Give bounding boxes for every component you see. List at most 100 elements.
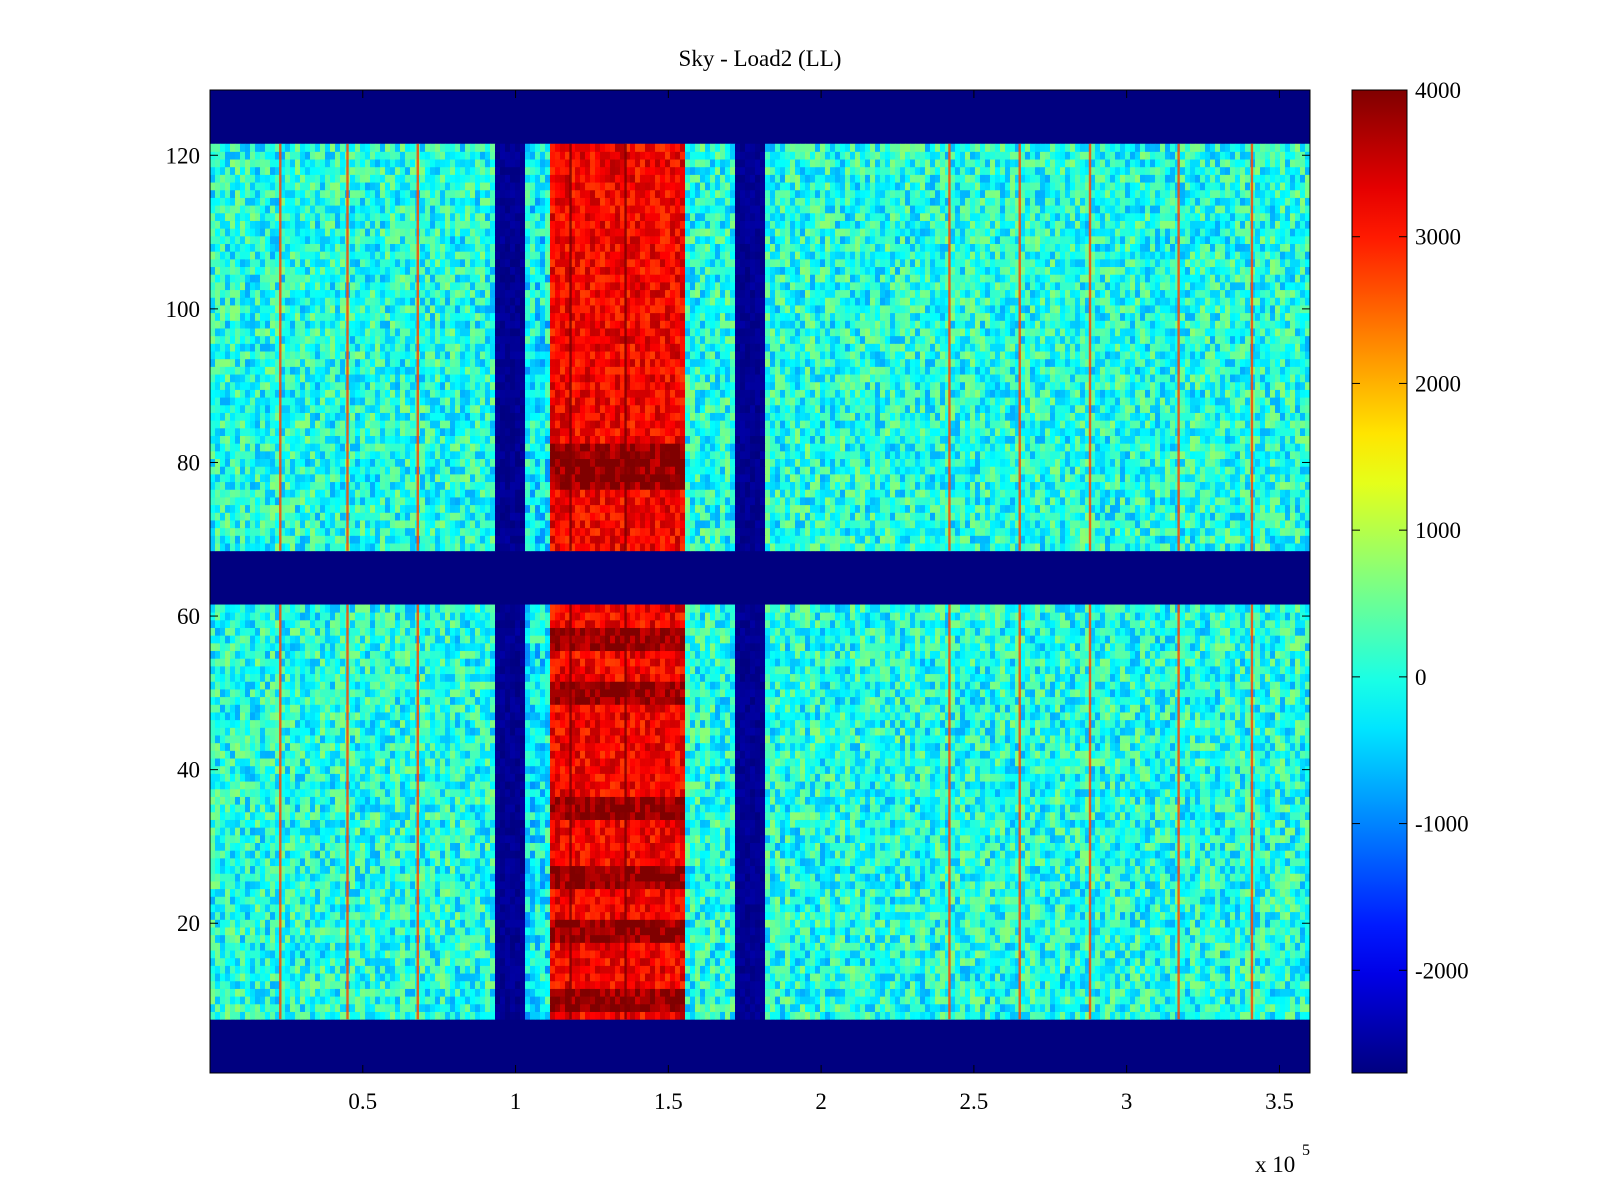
heatmap-cell xyxy=(590,865,596,874)
heatmap-cell xyxy=(525,857,531,867)
heatmap-cell xyxy=(375,957,381,966)
heatmap-cell xyxy=(410,973,416,982)
heatmap-cell xyxy=(420,942,426,951)
heatmap-cell xyxy=(300,996,306,1005)
heatmap-cell xyxy=(970,950,976,959)
heatmap-cell xyxy=(215,934,221,943)
heatmap-cell xyxy=(570,911,576,920)
heatmap-cell xyxy=(1000,996,1006,1005)
heatmap-cell xyxy=(540,857,546,867)
heatmap-cell xyxy=(955,850,961,859)
heatmap-cell xyxy=(930,965,936,974)
heatmap-cell xyxy=(1260,980,1266,989)
heatmap-cell xyxy=(825,996,831,1005)
heatmap-cell xyxy=(1105,881,1111,890)
heatmap-cell xyxy=(1195,965,1201,974)
heatmap-cell xyxy=(240,911,246,920)
heatmap-cell xyxy=(465,950,471,959)
heatmap-cell xyxy=(1265,911,1271,920)
heatmap-cell xyxy=(1275,857,1281,867)
heatmap-cell xyxy=(1305,888,1311,897)
heatmap-cell xyxy=(770,865,776,874)
heatmap-cell xyxy=(255,881,261,890)
heatmap-cell xyxy=(335,934,341,943)
heatmap-cell xyxy=(245,942,251,951)
heatmap-cell xyxy=(640,904,646,913)
heatmap-cell xyxy=(1155,888,1161,897)
heatmap-cell xyxy=(1295,873,1301,882)
heatmap-cell xyxy=(1270,950,1276,959)
heatmap-cell xyxy=(360,865,366,874)
heatmap-cell xyxy=(1290,942,1296,951)
heatmap-cell xyxy=(580,857,586,867)
heatmap-cell xyxy=(1025,865,1031,874)
heatmap-cell xyxy=(1005,1011,1011,1020)
heatmap-cell xyxy=(410,980,416,989)
heatmap-cell xyxy=(910,881,916,890)
heatmap-cell xyxy=(725,942,731,951)
heatmap-cell xyxy=(900,842,906,851)
heatmap-cell xyxy=(730,934,736,943)
heatmap-cell xyxy=(870,942,876,951)
heatmap-cell xyxy=(1125,942,1131,951)
heatmap-cell xyxy=(1285,996,1291,1005)
heatmap-cell xyxy=(1290,980,1296,989)
heatmap-cell xyxy=(660,919,666,928)
heatmap-cell xyxy=(1015,950,1021,959)
heatmap-cell xyxy=(970,934,976,943)
heatmap-cell xyxy=(1150,881,1156,890)
heatmap-cell xyxy=(740,988,746,997)
heatmap-cell xyxy=(390,980,396,989)
heatmap-cell xyxy=(360,973,366,982)
heatmap-cell xyxy=(670,927,676,936)
heatmap-cell xyxy=(1280,965,1286,974)
heatmap-cell xyxy=(985,873,991,882)
heatmap-cell xyxy=(715,996,721,1005)
heatmap-cell xyxy=(705,934,711,943)
heatmap-cell xyxy=(450,942,456,951)
heatmap-cell xyxy=(405,1011,411,1020)
heatmap-cell xyxy=(685,919,691,928)
heatmap-cell xyxy=(765,988,771,997)
heatmap-cell xyxy=(295,888,301,897)
heatmap-cell xyxy=(385,927,391,936)
heatmap-cell xyxy=(750,873,756,882)
heatmap-cell xyxy=(535,904,541,913)
heatmap-cell xyxy=(1305,1011,1311,1020)
heatmap-cell xyxy=(720,973,726,982)
heatmap-cell xyxy=(905,988,911,997)
heatmap-cell xyxy=(815,965,821,974)
heatmap-cell xyxy=(555,957,561,966)
heatmap-cell xyxy=(795,904,801,913)
heatmap-cell xyxy=(385,980,391,989)
heatmap-cell xyxy=(735,911,741,920)
heatmap-cell xyxy=(465,957,471,966)
heatmap-cell xyxy=(410,850,416,859)
heatmap-cell xyxy=(370,973,376,982)
heatmap-cell xyxy=(420,919,426,928)
heatmap-cell xyxy=(1105,888,1111,897)
heatmap-cell xyxy=(935,850,941,859)
heatmap-cell xyxy=(1265,919,1271,928)
heatmap-cell xyxy=(395,919,401,928)
heatmap-cell xyxy=(1120,896,1126,905)
heatmap-cell xyxy=(1115,896,1121,905)
heatmap-cell xyxy=(460,896,466,905)
heatmap-cell xyxy=(455,927,461,936)
heatmap-cell xyxy=(1060,927,1066,936)
heatmap-cell xyxy=(1300,973,1306,982)
heatmap-cell xyxy=(355,888,361,897)
heatmap-cell xyxy=(340,842,346,851)
heatmap-cell xyxy=(1285,934,1291,943)
heatmap-cell xyxy=(785,973,791,982)
heatmap-cell xyxy=(505,988,511,997)
heatmap-cell xyxy=(1110,850,1116,859)
heatmap-cell xyxy=(670,957,676,966)
heatmap-cell xyxy=(285,1011,291,1020)
heatmap-cell xyxy=(225,980,231,989)
heatmap-cell xyxy=(315,934,321,943)
heatmap-cell xyxy=(265,865,271,874)
heatmap-cell xyxy=(1085,957,1091,966)
heatmap-cell xyxy=(450,888,456,897)
heatmap-cell xyxy=(590,1003,596,1012)
